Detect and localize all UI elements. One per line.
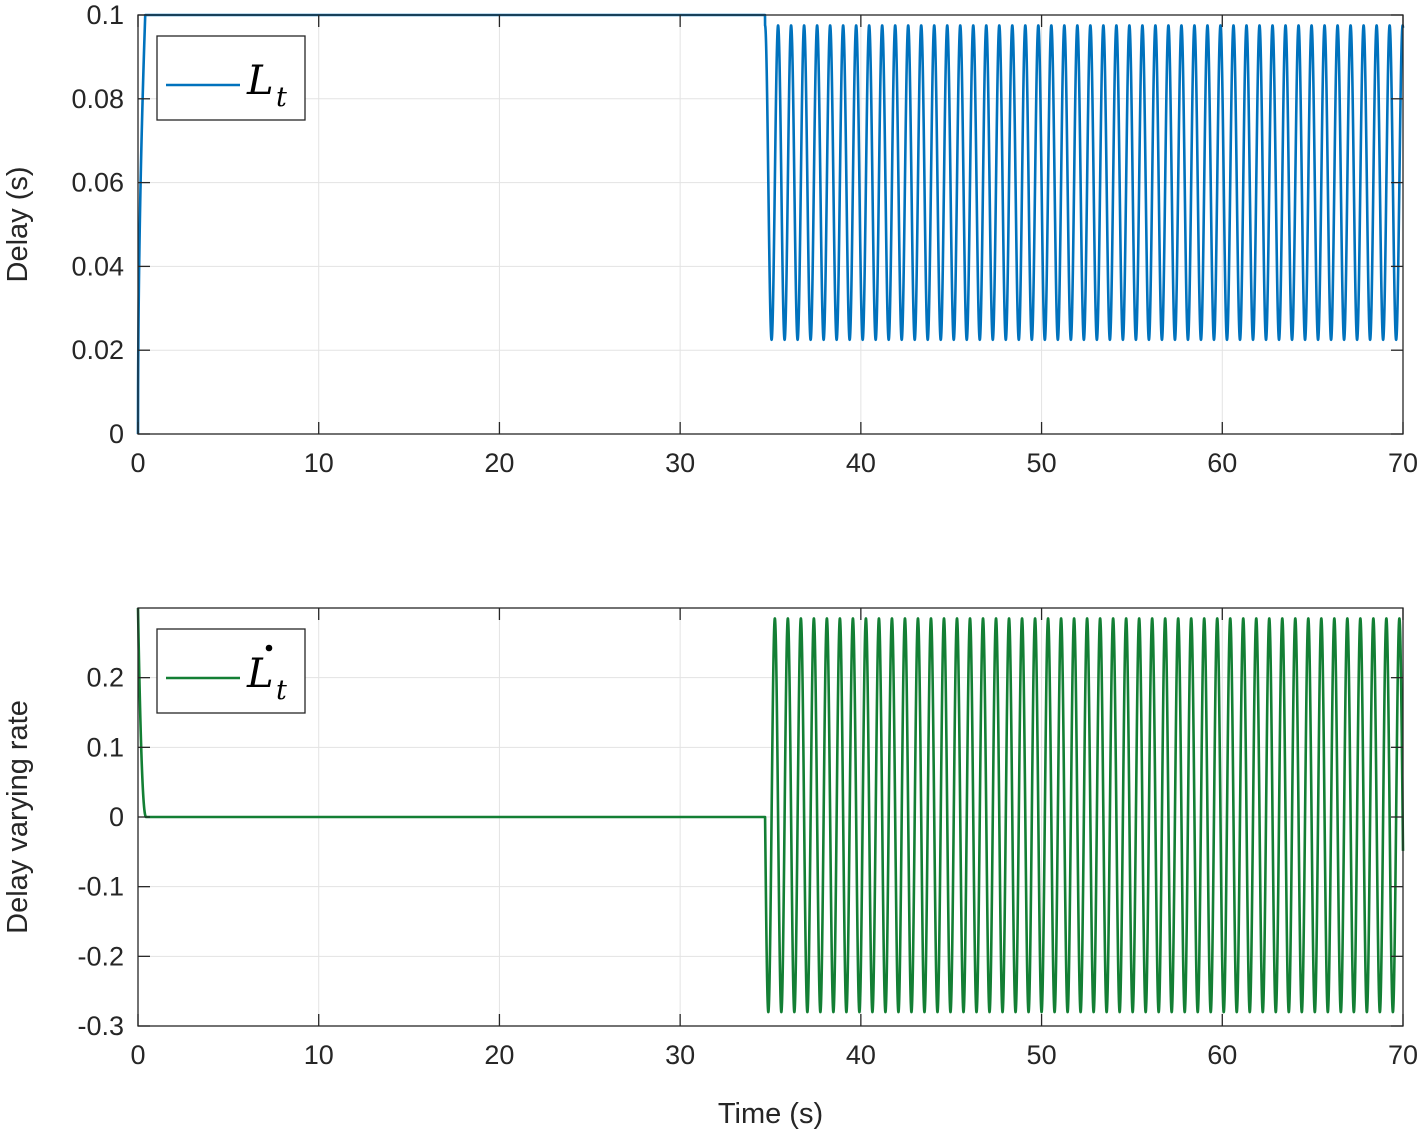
legend-label-subscript: t bbox=[276, 82, 287, 113]
legend-label: L bbox=[246, 651, 274, 697]
x-tick-label: 40 bbox=[846, 1040, 876, 1070]
x-tick-label: 60 bbox=[1207, 1040, 1237, 1070]
x-tick-label: 50 bbox=[1027, 1040, 1057, 1070]
y-tick-label: -0.1 bbox=[77, 872, 124, 902]
legend-derivative-dot bbox=[265, 644, 273, 652]
x-tick-label: 20 bbox=[484, 1040, 514, 1070]
y-tick-label: -0.2 bbox=[77, 941, 124, 971]
x-tick-label: 70 bbox=[1388, 1040, 1418, 1070]
legend-label-subscript: t bbox=[276, 675, 287, 706]
delay-subplot: 0 10 20 30 40 50 60 70 0 0.02 0.04 0.06 0.08 0.1 Delay… bbox=[2, 0, 1418, 478]
y-tick-label: 0 bbox=[109, 419, 124, 449]
y-tick-label: 0.02 bbox=[71, 335, 124, 365]
x-tick-label: 70 bbox=[1388, 448, 1418, 478]
axes-box bbox=[137, 14, 1404, 435]
y-tick-label: -0.3 bbox=[77, 1011, 124, 1041]
y-tick-label: 0.04 bbox=[71, 251, 124, 281]
y-axis-label: Delay (s) bbox=[2, 166, 34, 282]
plot-area bbox=[138, 15, 1403, 434]
x-tick-label: 30 bbox=[665, 448, 695, 478]
x-tick-label: 10 bbox=[304, 1040, 334, 1070]
legend-box bbox=[156, 628, 306, 714]
x-tick-label: 10 bbox=[304, 448, 334, 478]
x-tick-label: 50 bbox=[1027, 448, 1057, 478]
x-axis-label: Time (s) bbox=[718, 1098, 823, 1130]
y-tick-label: 0.08 bbox=[71, 84, 124, 114]
x-tick-label: 20 bbox=[484, 448, 514, 478]
x-tick-label: 60 bbox=[1207, 448, 1237, 478]
y-axis-label: Delay varying rate bbox=[2, 700, 34, 934]
legend-label: L bbox=[246, 58, 274, 104]
y-tick-label: 0.06 bbox=[71, 168, 124, 198]
y-tick-label: 0.1 bbox=[86, 732, 124, 762]
y-tick-label: 0 bbox=[109, 802, 124, 832]
x-tick-label: 30 bbox=[665, 1040, 695, 1070]
x-tick-label: 0 bbox=[130, 1040, 145, 1070]
delay-rate-subplot: 0 10 20 30 40 50 60 70 -0.3 -0.2 -0.1 0 0.1 0.2 Delay … bbox=[2, 607, 1418, 1130]
y-tick-label: 0.1 bbox=[86, 0, 124, 30]
series-line bbox=[136, 607, 1405, 1014]
legend-box bbox=[156, 35, 306, 121]
x-tick-label: 40 bbox=[846, 448, 876, 478]
x-tick-label: 0 bbox=[130, 448, 145, 478]
y-tick-label: 0.2 bbox=[86, 663, 124, 693]
